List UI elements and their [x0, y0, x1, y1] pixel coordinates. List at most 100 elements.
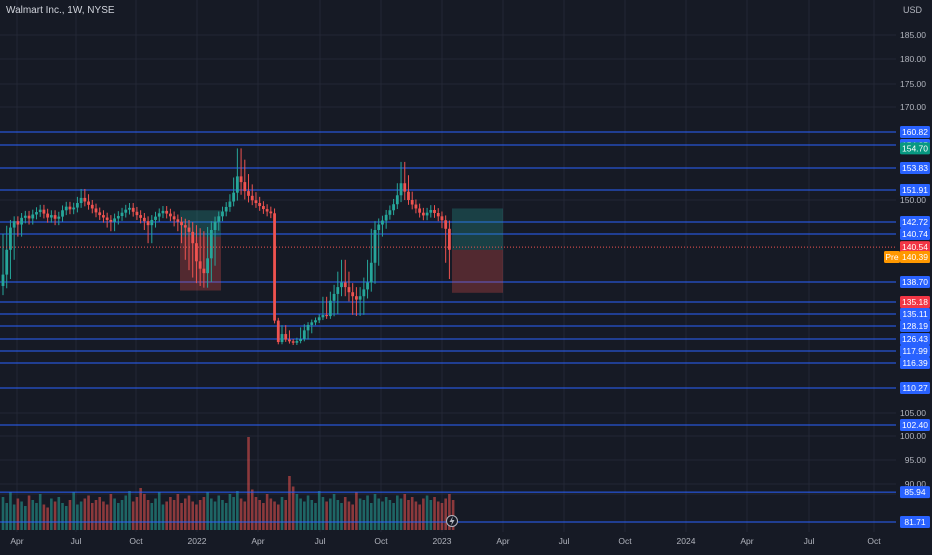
candle-body — [61, 210, 64, 217]
candle-body — [150, 219, 154, 226]
volume-bar — [243, 501, 247, 530]
volume-bar — [9, 492, 12, 530]
candle-body — [94, 208, 98, 213]
candle-body — [358, 296, 362, 300]
candle-body — [328, 300, 332, 317]
volume-bar — [143, 494, 146, 530]
candle-body — [243, 182, 247, 192]
price-tag — [900, 345, 930, 357]
volume-bar — [418, 504, 421, 530]
x-tick-label: Apr — [740, 536, 753, 546]
price-tag — [900, 308, 930, 320]
candle-body — [42, 209, 46, 214]
candle-body — [1, 274, 5, 286]
candle-body — [154, 216, 157, 220]
candle-body — [146, 221, 150, 226]
volume-bar — [57, 497, 61, 530]
candle-body — [247, 191, 250, 196]
volume-bar — [176, 494, 180, 530]
candle-body — [377, 224, 381, 230]
volume-bar — [113, 498, 116, 530]
candle-body — [64, 206, 68, 211]
volume-bar — [117, 503, 120, 530]
volume-bar — [146, 500, 150, 530]
volume-bar — [169, 497, 172, 530]
candle-body — [109, 219, 113, 222]
y-tick-label: 90.00 — [905, 479, 927, 489]
volume-bar — [299, 498, 302, 530]
position-target-zone — [452, 208, 503, 250]
volume-bar — [228, 494, 232, 530]
volume-bar — [276, 504, 280, 530]
volume-bar — [206, 492, 209, 530]
volume-bar — [50, 498, 53, 530]
volume-bar — [76, 504, 79, 530]
y-tick-label: 180.00 — [900, 54, 926, 64]
candle-body — [355, 296, 358, 300]
candle-body — [407, 191, 410, 200]
price-tag-label: 135.18 — [902, 297, 928, 307]
volume-bar — [436, 501, 440, 530]
price-tag-label: 116.39 — [902, 358, 928, 368]
volume-bar — [384, 497, 388, 530]
candle-body — [403, 183, 407, 192]
candle-body — [180, 221, 183, 226]
volume-bar — [232, 497, 235, 530]
price-tag-label: 117.99 — [902, 346, 928, 356]
candle-body — [83, 197, 87, 202]
volume-bar — [265, 494, 269, 530]
candle-body — [429, 209, 433, 213]
volume-bar — [403, 494, 407, 530]
volume-bar — [422, 498, 425, 530]
candle-body — [35, 212, 38, 215]
volume-bar — [124, 495, 128, 530]
candle-body — [76, 203, 79, 208]
candle-body — [399, 183, 403, 196]
volume-bar — [102, 501, 105, 530]
volume-bar — [87, 495, 90, 530]
volume-bar — [213, 501, 217, 530]
volume-bar — [139, 488, 142, 530]
candle-body — [317, 317, 321, 321]
x-tick-label: Oct — [867, 536, 881, 546]
candle-body — [72, 207, 76, 210]
volume-bar — [105, 504, 109, 530]
candle-body — [53, 215, 57, 219]
candle-body — [395, 195, 399, 205]
volume-bar — [187, 495, 191, 530]
candle-body — [57, 216, 61, 219]
price-tag-label: 135.11 — [902, 309, 928, 319]
candle-body — [224, 206, 228, 212]
volume-bar — [433, 497, 436, 530]
volume-bar — [83, 498, 87, 530]
volume-bar — [306, 495, 310, 530]
price-tag — [900, 162, 930, 174]
candle-body — [172, 216, 176, 220]
volume-bar — [68, 500, 72, 530]
price-tag — [900, 320, 930, 332]
candle-body — [49, 215, 53, 218]
volume-bar — [191, 501, 195, 530]
price-tag — [900, 126, 930, 138]
candle-body — [433, 209, 436, 213]
candle-body — [135, 211, 139, 216]
volume-bar — [288, 476, 291, 530]
volume-bar — [94, 500, 98, 530]
candle-body — [366, 282, 369, 290]
candle-body — [373, 230, 377, 263]
x-tick-label: 2024 — [677, 536, 696, 546]
volume-bar — [329, 498, 332, 530]
price-tag — [900, 516, 930, 528]
candle-body — [302, 330, 306, 340]
price-tag — [900, 333, 930, 345]
price-tag-label: 138.70 — [902, 277, 928, 287]
volume-bar — [35, 503, 38, 530]
x-tick-label: Oct — [374, 536, 388, 546]
price-tag-label: 153.83 — [902, 163, 928, 173]
volume-bar — [31, 500, 35, 530]
candle-body — [388, 210, 392, 215]
volume-bar — [109, 494, 113, 530]
